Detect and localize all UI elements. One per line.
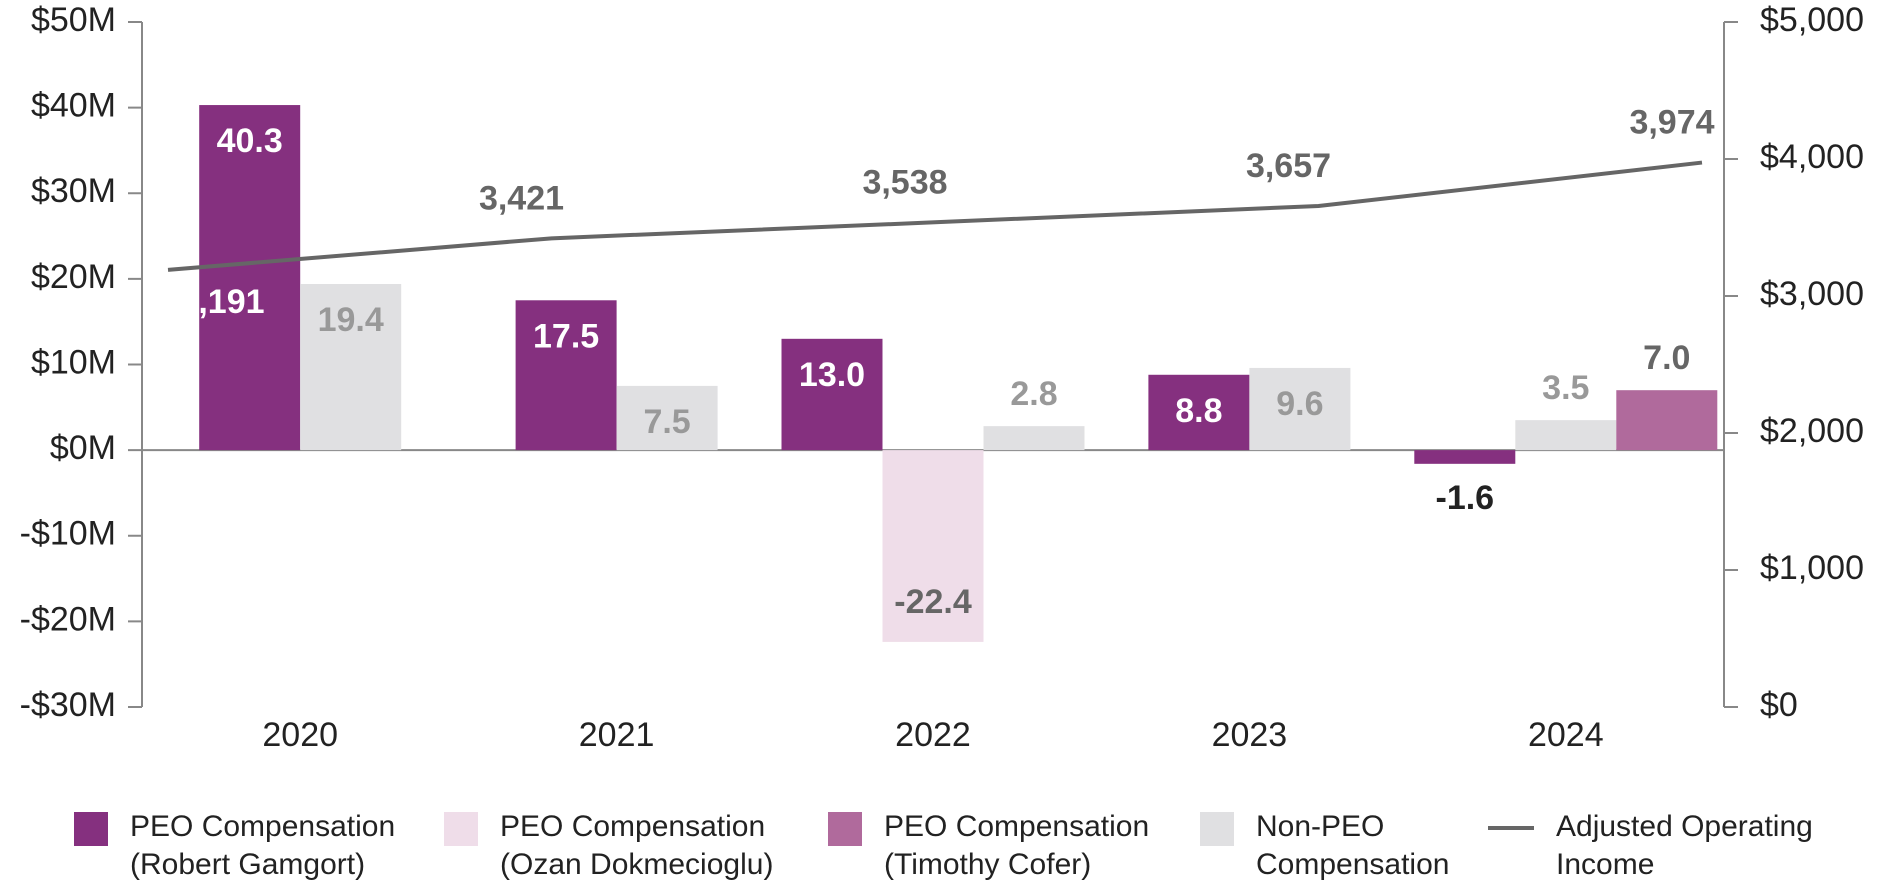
x-tick-label: 2022 — [895, 716, 971, 754]
value-label: 7.5 — [643, 403, 690, 441]
y-tick-label: $50M — [31, 1, 116, 39]
y-tick-label: $0M — [50, 429, 116, 467]
bar — [1616, 390, 1718, 451]
legend-swatch — [444, 812, 478, 846]
x-tick-label: 2023 — [1212, 716, 1288, 754]
y2-tick-label: $5,000 — [1760, 1, 1864, 39]
line — [167, 160, 1703, 272]
bar — [1414, 450, 1516, 464]
line-value-label: 3,538 — [862, 163, 947, 201]
bar — [1148, 374, 1250, 451]
y2-tick-label: $1,000 — [1760, 549, 1864, 587]
y-tick-label: $40M — [31, 87, 116, 125]
line-value-label: 3,191 — [179, 283, 264, 321]
bar — [300, 284, 402, 451]
chart: -$30M -$20M -$10M $0M $10M $20M $30M $40M $50M $0… — [20, 1, 1864, 754]
value-label: 7.0 — [1643, 339, 1690, 377]
legend-label: Non-PEO Compensation — [1256, 810, 1450, 881]
value-label: 9.6 — [1276, 385, 1323, 423]
legend-swatch — [1200, 812, 1234, 846]
line-value-label: 3,974 — [1629, 104, 1714, 142]
value-label: 13.0 — [799, 356, 865, 394]
bar — [781, 338, 883, 451]
value-label: 40.3 — [217, 122, 283, 160]
value-label: 17.5 — [533, 317, 599, 355]
y2-tick-label: $4,000 — [1760, 138, 1864, 176]
y-tick-label: -$10M — [20, 515, 116, 553]
value-label: 8.8 — [1175, 392, 1222, 430]
legend-item: Adjusted Operating Income — [1488, 808, 1856, 884]
line-value-label: 3,657 — [1246, 147, 1331, 185]
legend-label: PEO Compensation (Ozan Dokmecioglu) — [500, 810, 774, 881]
bar — [1249, 367, 1351, 451]
legend-label: Adjusted Operating Income — [1556, 810, 1813, 881]
legend-item: PEO Compensation (Ozan Dokmecioglu) — [444, 808, 800, 884]
y-tick-label: $20M — [31, 258, 116, 296]
legend-swatch — [828, 812, 862, 846]
x-tick-label: 2020 — [262, 716, 338, 754]
value-label: 3.5 — [1542, 369, 1589, 407]
y2-tick-label: $0 — [1760, 686, 1798, 724]
y2-tick-label: $2,000 — [1760, 412, 1864, 450]
bar — [983, 426, 1085, 451]
legend-item: PEO Compensation (Robert Gamgort) — [74, 808, 420, 884]
bar — [882, 450, 984, 642]
bar — [1515, 420, 1617, 451]
y2-tick-label: $3,000 — [1760, 275, 1864, 313]
value-label: -1.6 — [1436, 479, 1495, 517]
y-tick-label: $30M — [31, 172, 116, 210]
y-tick-label: -$20M — [20, 600, 116, 638]
value-label: 19.4 — [318, 301, 384, 339]
bar — [199, 105, 301, 451]
legend-swatch — [74, 812, 108, 846]
legend-label: PEO Compensation (Robert Gamgort) — [130, 810, 396, 881]
legend-swatch — [1488, 826, 1534, 830]
legend-item: Non-PEO Compensation — [1200, 808, 1486, 884]
x-tick-label: 2021 — [579, 716, 655, 754]
legend-label: PEO Compensation (Timothy Cofer) — [884, 810, 1150, 881]
legend-item: PEO Compensation (Timothy Cofer) — [828, 808, 1174, 884]
y-tick-label: -$30M — [20, 686, 116, 724]
bar — [616, 385, 718, 451]
y-tick-label: $10M — [31, 343, 116, 381]
value-label: -22.4 — [894, 583, 972, 621]
value-label: 2.8 — [1010, 375, 1057, 413]
x-tick-label: 2024 — [1528, 716, 1604, 754]
bar — [515, 300, 617, 451]
line-value-label: 3,421 — [479, 179, 564, 217]
